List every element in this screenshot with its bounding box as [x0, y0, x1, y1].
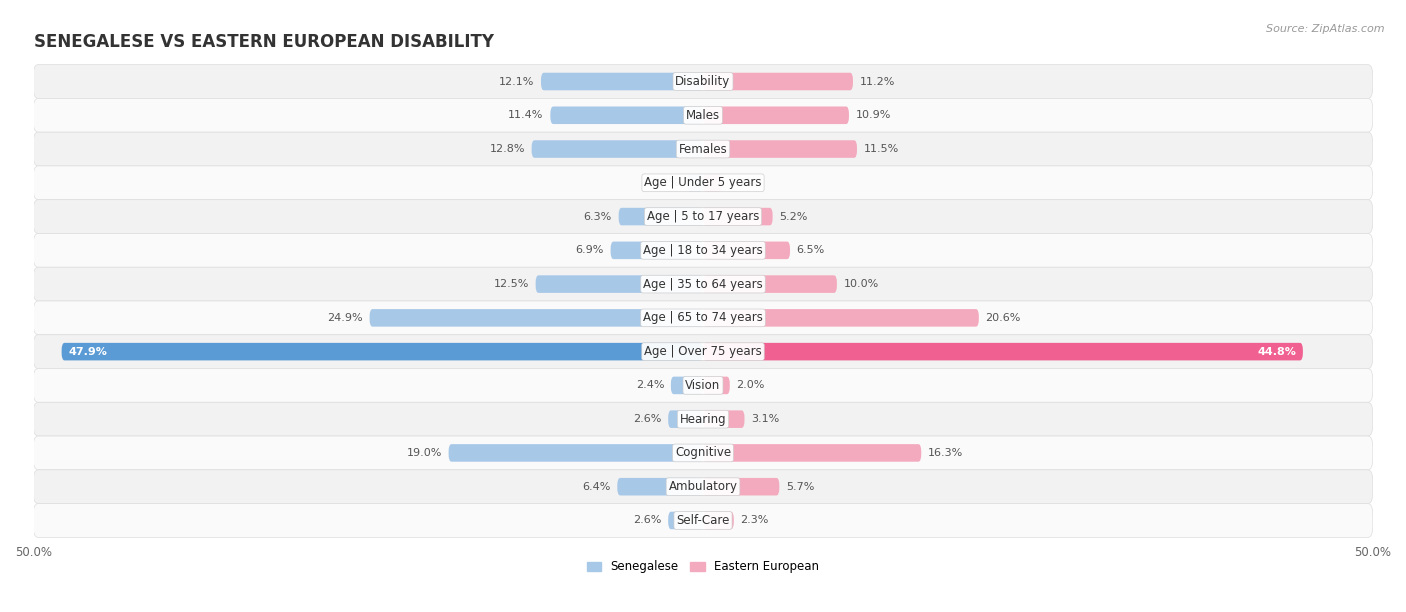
- Text: 16.3%: 16.3%: [928, 448, 963, 458]
- Text: Self-Care: Self-Care: [676, 514, 730, 527]
- Text: 2.3%: 2.3%: [741, 515, 769, 526]
- FancyBboxPatch shape: [703, 73, 853, 91]
- Text: 24.9%: 24.9%: [328, 313, 363, 323]
- FancyBboxPatch shape: [703, 343, 1303, 360]
- Text: 1.2%: 1.2%: [652, 178, 681, 188]
- Text: 12.8%: 12.8%: [489, 144, 524, 154]
- FancyBboxPatch shape: [62, 343, 703, 360]
- Text: 2.4%: 2.4%: [636, 381, 664, 390]
- Legend: Senegalese, Eastern European: Senegalese, Eastern European: [586, 560, 820, 573]
- FancyBboxPatch shape: [34, 402, 1372, 436]
- Text: 12.1%: 12.1%: [499, 76, 534, 86]
- Text: 11.4%: 11.4%: [509, 110, 544, 121]
- Text: Females: Females: [679, 143, 727, 155]
- Text: Disability: Disability: [675, 75, 731, 88]
- FancyBboxPatch shape: [703, 174, 721, 192]
- FancyBboxPatch shape: [34, 233, 1372, 267]
- FancyBboxPatch shape: [703, 106, 849, 124]
- FancyBboxPatch shape: [34, 267, 1372, 301]
- FancyBboxPatch shape: [703, 242, 790, 259]
- FancyBboxPatch shape: [703, 208, 773, 225]
- FancyBboxPatch shape: [703, 411, 745, 428]
- FancyBboxPatch shape: [668, 512, 703, 529]
- Text: 2.6%: 2.6%: [633, 515, 661, 526]
- Text: 2.0%: 2.0%: [737, 381, 765, 390]
- FancyBboxPatch shape: [550, 106, 703, 124]
- Text: Source: ZipAtlas.com: Source: ZipAtlas.com: [1267, 24, 1385, 34]
- Text: Age | 65 to 74 years: Age | 65 to 74 years: [643, 312, 763, 324]
- Text: Age | 35 to 64 years: Age | 35 to 64 years: [643, 278, 763, 291]
- FancyBboxPatch shape: [34, 99, 1372, 132]
- Text: 6.9%: 6.9%: [575, 245, 605, 255]
- FancyBboxPatch shape: [671, 376, 703, 394]
- FancyBboxPatch shape: [370, 309, 703, 327]
- FancyBboxPatch shape: [703, 512, 734, 529]
- Text: 44.8%: 44.8%: [1257, 346, 1296, 357]
- FancyBboxPatch shape: [34, 301, 1372, 335]
- FancyBboxPatch shape: [34, 504, 1372, 537]
- Text: Cognitive: Cognitive: [675, 446, 731, 460]
- Text: 2.6%: 2.6%: [633, 414, 661, 424]
- FancyBboxPatch shape: [610, 242, 703, 259]
- FancyBboxPatch shape: [34, 132, 1372, 166]
- Text: Age | 5 to 17 years: Age | 5 to 17 years: [647, 210, 759, 223]
- Text: 1.4%: 1.4%: [728, 178, 756, 188]
- FancyBboxPatch shape: [34, 368, 1372, 402]
- Text: 6.4%: 6.4%: [582, 482, 610, 491]
- Text: 5.2%: 5.2%: [779, 212, 807, 222]
- Text: 6.5%: 6.5%: [797, 245, 825, 255]
- Text: 12.5%: 12.5%: [494, 279, 529, 289]
- FancyBboxPatch shape: [703, 478, 779, 496]
- Text: SENEGALESE VS EASTERN EUROPEAN DISABILITY: SENEGALESE VS EASTERN EUROPEAN DISABILIT…: [34, 34, 494, 51]
- FancyBboxPatch shape: [34, 200, 1372, 233]
- FancyBboxPatch shape: [703, 275, 837, 293]
- Text: Age | 18 to 34 years: Age | 18 to 34 years: [643, 244, 763, 257]
- FancyBboxPatch shape: [34, 65, 1372, 99]
- Text: Age | Over 75 years: Age | Over 75 years: [644, 345, 762, 358]
- Text: 11.2%: 11.2%: [859, 76, 896, 86]
- Text: 11.5%: 11.5%: [863, 144, 898, 154]
- FancyBboxPatch shape: [703, 309, 979, 327]
- FancyBboxPatch shape: [536, 275, 703, 293]
- FancyBboxPatch shape: [449, 444, 703, 461]
- Text: 3.1%: 3.1%: [751, 414, 779, 424]
- Text: 5.7%: 5.7%: [786, 482, 814, 491]
- FancyBboxPatch shape: [668, 411, 703, 428]
- FancyBboxPatch shape: [619, 208, 703, 225]
- FancyBboxPatch shape: [688, 174, 703, 192]
- Text: 47.9%: 47.9%: [69, 346, 107, 357]
- FancyBboxPatch shape: [617, 478, 703, 496]
- Text: Age | Under 5 years: Age | Under 5 years: [644, 176, 762, 189]
- Text: Ambulatory: Ambulatory: [668, 480, 738, 493]
- Text: 10.9%: 10.9%: [856, 110, 891, 121]
- Text: 20.6%: 20.6%: [986, 313, 1021, 323]
- Text: 10.0%: 10.0%: [844, 279, 879, 289]
- Text: Vision: Vision: [685, 379, 721, 392]
- Text: Males: Males: [686, 109, 720, 122]
- FancyBboxPatch shape: [34, 436, 1372, 470]
- FancyBboxPatch shape: [703, 444, 921, 461]
- FancyBboxPatch shape: [34, 470, 1372, 504]
- FancyBboxPatch shape: [541, 73, 703, 91]
- FancyBboxPatch shape: [531, 140, 703, 158]
- Text: Hearing: Hearing: [679, 412, 727, 426]
- Text: 6.3%: 6.3%: [583, 212, 612, 222]
- FancyBboxPatch shape: [703, 140, 858, 158]
- FancyBboxPatch shape: [34, 335, 1372, 368]
- Text: 19.0%: 19.0%: [406, 448, 441, 458]
- FancyBboxPatch shape: [703, 376, 730, 394]
- FancyBboxPatch shape: [34, 166, 1372, 200]
